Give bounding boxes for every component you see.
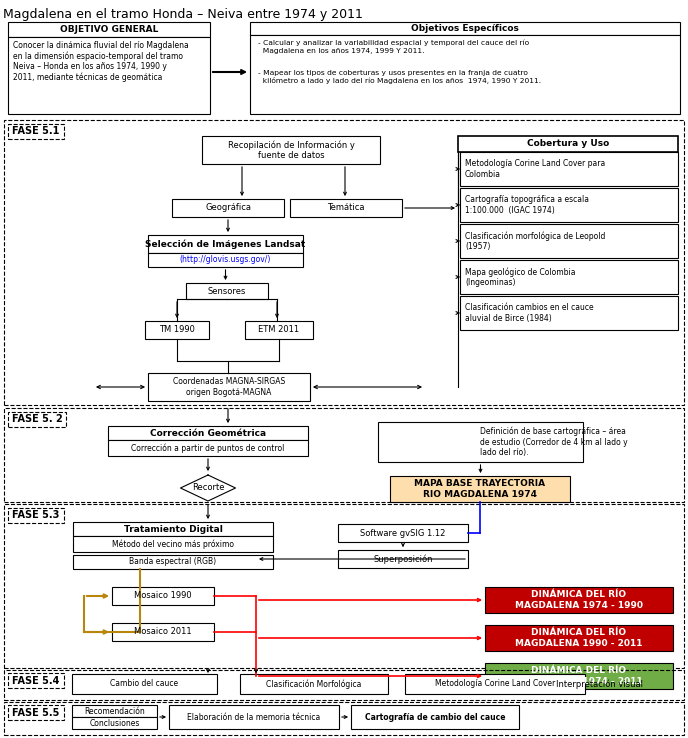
- Text: (http://glovis.usgs.gov/): (http://glovis.usgs.gov/): [180, 255, 271, 264]
- Text: Interpretación visual: Interpretación visual: [557, 679, 643, 689]
- Text: Recomendación: Recomendación: [84, 706, 145, 716]
- Text: OBJETIVO GENERAL: OBJETIVO GENERAL: [60, 25, 158, 34]
- Text: Superposición: Superposición: [374, 554, 433, 564]
- FancyBboxPatch shape: [73, 522, 273, 536]
- FancyBboxPatch shape: [112, 623, 214, 641]
- Text: Método del vecino más próximo: Método del vecino más próximo: [112, 539, 234, 549]
- FancyBboxPatch shape: [108, 426, 308, 440]
- Text: Clasificación cambios en el cauce
aluvial de Birce (1984): Clasificación cambios en el cauce aluvia…: [465, 303, 594, 323]
- Text: Conclusiones: Conclusiones: [89, 719, 140, 728]
- Text: Recopilación de Información y
fuente de datos: Recopilación de Información y fuente de …: [228, 140, 354, 160]
- Text: FASE 5.1: FASE 5.1: [12, 126, 60, 137]
- FancyBboxPatch shape: [390, 476, 570, 502]
- Text: Corrección a partir de puntos de control: Corrección a partir de puntos de control: [131, 444, 285, 452]
- Text: Cobertura y Uso: Cobertura y Uso: [527, 139, 609, 148]
- Text: Software gvSIG 1.12: Software gvSIG 1.12: [361, 528, 446, 537]
- Text: Cambio del cauce: Cambio del cauce: [111, 680, 179, 689]
- Text: Cartografía de cambio del cauce: Cartografía de cambio del cauce: [365, 712, 505, 722]
- Text: FASE 5.5: FASE 5.5: [12, 708, 60, 717]
- Text: Mosaico 1990: Mosaico 1990: [134, 591, 192, 601]
- Text: Mosaico 2011: Mosaico 2011: [134, 627, 192, 636]
- Text: Tratamiento Digital: Tratamiento Digital: [124, 525, 222, 534]
- Text: FASE 5.4: FASE 5.4: [12, 675, 60, 686]
- FancyBboxPatch shape: [460, 152, 678, 186]
- Text: Corrección Geométrica: Corrección Geométrica: [150, 429, 266, 438]
- FancyBboxPatch shape: [172, 199, 284, 217]
- Text: FASE 5. 2: FASE 5. 2: [12, 415, 63, 424]
- FancyBboxPatch shape: [72, 717, 157, 729]
- FancyBboxPatch shape: [202, 136, 380, 164]
- Text: DINÁMICA DEL RÍO
MAGDALENA 1974 - 2011: DINÁMICA DEL RÍO MAGDALENA 1974 - 2011: [515, 666, 643, 686]
- FancyBboxPatch shape: [338, 524, 468, 542]
- Text: Coordenadas MAGNA-SIRGAS
origen Bogotá-MAGNA: Coordenadas MAGNA-SIRGAS origen Bogotá-M…: [173, 377, 285, 397]
- FancyBboxPatch shape: [245, 321, 313, 339]
- FancyBboxPatch shape: [73, 536, 273, 552]
- FancyBboxPatch shape: [460, 260, 678, 294]
- FancyBboxPatch shape: [378, 422, 583, 462]
- Text: ETM 2011: ETM 2011: [259, 325, 299, 334]
- FancyBboxPatch shape: [73, 555, 273, 569]
- Text: - Mapear los tipos de coberturas y usos presentes en la franja de cuatro
  kilóm: - Mapear los tipos de coberturas y usos …: [258, 70, 541, 84]
- FancyBboxPatch shape: [108, 440, 308, 456]
- FancyBboxPatch shape: [338, 550, 468, 568]
- FancyBboxPatch shape: [240, 674, 388, 694]
- Text: Metodología Corine Land Cover para
Colombia: Metodología Corine Land Cover para Colom…: [465, 159, 605, 179]
- Text: Geográfica: Geográfica: [205, 204, 251, 213]
- Text: Metodología Corine Land Cover: Metodología Corine Land Cover: [435, 680, 555, 689]
- FancyBboxPatch shape: [148, 235, 303, 253]
- FancyBboxPatch shape: [112, 587, 214, 605]
- FancyBboxPatch shape: [290, 199, 402, 217]
- FancyBboxPatch shape: [460, 188, 678, 222]
- FancyBboxPatch shape: [8, 22, 210, 37]
- FancyBboxPatch shape: [148, 373, 310, 401]
- Text: Magdalena en el tramo Honda – Neiva entre 1974 y 2011: Magdalena en el tramo Honda – Neiva entr…: [3, 8, 363, 21]
- FancyBboxPatch shape: [8, 37, 210, 114]
- FancyBboxPatch shape: [148, 253, 303, 267]
- Text: Selección de Imágenes Landsat: Selección de Imágenes Landsat: [145, 239, 305, 249]
- Text: Objetivos Específicos: Objetivos Específicos: [411, 24, 519, 33]
- FancyBboxPatch shape: [186, 283, 268, 299]
- Text: Mapa geológico de Colombia
(Ingeominas): Mapa geológico de Colombia (Ingeominas): [465, 267, 575, 287]
- FancyBboxPatch shape: [485, 663, 673, 689]
- Text: Recorte: Recorte: [192, 483, 224, 492]
- FancyBboxPatch shape: [458, 136, 678, 152]
- Text: Definición de base cartográfica – área
de estudio (Corredor de 4 km al lado y
la: Definición de base cartográfica – área d…: [480, 427, 628, 457]
- Text: Sensores: Sensores: [208, 286, 246, 295]
- Text: DINÁMICA DEL RÍO
MAGDALENA 1974 - 1990: DINÁMICA DEL RÍO MAGDALENA 1974 - 1990: [515, 590, 643, 610]
- FancyBboxPatch shape: [485, 625, 673, 651]
- Text: Elaboración de la memoria técnica: Elaboración de la memoria técnica: [187, 712, 321, 722]
- Text: TM 1990: TM 1990: [159, 325, 195, 334]
- Text: FASE 5.3: FASE 5.3: [12, 511, 60, 520]
- FancyBboxPatch shape: [250, 35, 680, 114]
- Text: MAPA BASE TRAYECTORIA
RIO MAGDALENA 1974: MAPA BASE TRAYECTORIA RIO MAGDALENA 1974: [414, 479, 546, 499]
- FancyBboxPatch shape: [405, 674, 585, 694]
- FancyBboxPatch shape: [72, 705, 157, 717]
- FancyBboxPatch shape: [460, 224, 678, 258]
- FancyBboxPatch shape: [250, 22, 680, 35]
- Text: Conocer la dinámica fluvial del río Magdalena
en la dimensión espacio-temporal d: Conocer la dinámica fluvial del río Magd…: [13, 41, 189, 83]
- FancyBboxPatch shape: [145, 321, 209, 339]
- FancyBboxPatch shape: [485, 587, 673, 613]
- FancyBboxPatch shape: [351, 705, 519, 729]
- FancyBboxPatch shape: [72, 674, 217, 694]
- Text: Temática: Temática: [327, 204, 365, 213]
- Text: Banda espectral (RGB): Banda espectral (RGB): [129, 557, 217, 567]
- Text: Clasificación morfológica de Leopold
(1957): Clasificación morfológica de Leopold (19…: [465, 231, 605, 251]
- Text: Cartografía topográfica a escala
1:100.000  (IGAC 1974): Cartografía topográfica a escala 1:100.0…: [465, 196, 589, 215]
- Text: Clasificación Morfológica: Clasificación Morfológica: [266, 679, 362, 689]
- FancyBboxPatch shape: [169, 705, 339, 729]
- Text: DINÁMICA DEL RÍO
MAGDALENA 1990 - 2011: DINÁMICA DEL RÍO MAGDALENA 1990 - 2011: [515, 628, 643, 648]
- FancyBboxPatch shape: [460, 296, 678, 330]
- Text: - Calcular y analizar la variabilidad espacial y temporal del cauce del río
  Ma: - Calcular y analizar la variabilidad es…: [258, 40, 529, 53]
